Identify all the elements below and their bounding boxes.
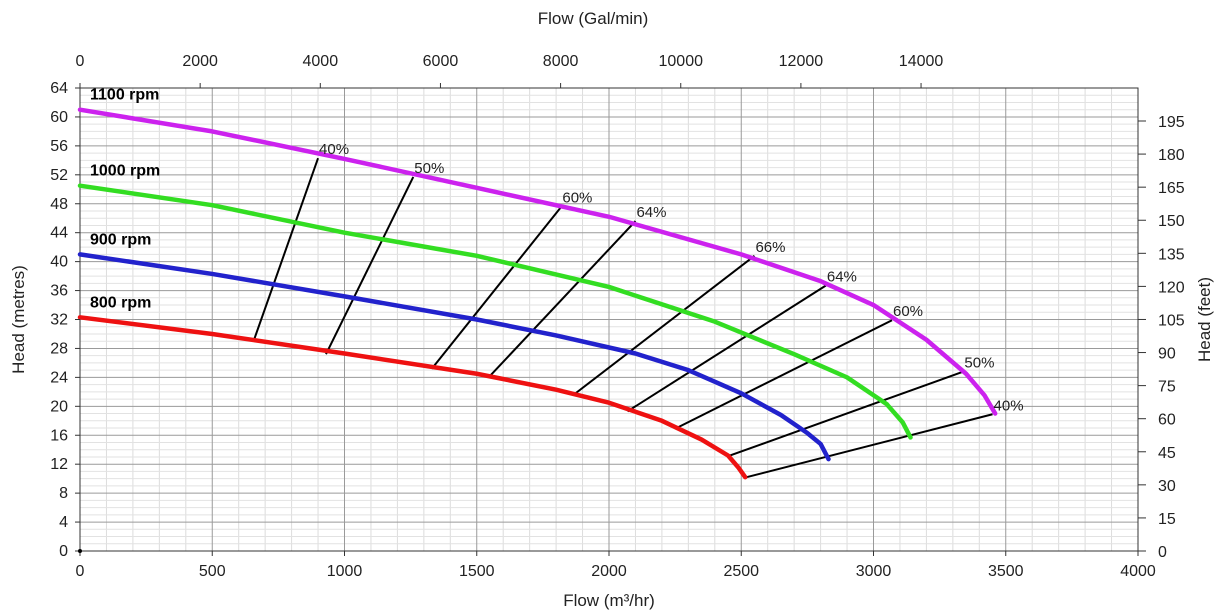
y2-tick-label: 15 (1158, 511, 1176, 528)
series-line-900-rpm (77, 252, 831, 462)
x2-tick-label: 6000 (423, 53, 459, 70)
y-tick-label: 0 (59, 543, 68, 560)
efficiency-line (727, 370, 964, 458)
y-tick-label: 28 (50, 340, 68, 357)
efficiency-lines (253, 157, 993, 479)
efficiency-label: 50% (964, 355, 994, 372)
y2-tick-label: 0 (1158, 544, 1167, 561)
y2-tick-label: 150 (1158, 213, 1185, 230)
x2-tick-label: 2000 (182, 53, 218, 70)
y2-tick-label: 30 (1158, 478, 1176, 495)
efficiency-line (626, 284, 827, 413)
x-axis-title: Flow (m³/hr) (563, 591, 655, 610)
y-tick-label: 20 (50, 398, 68, 415)
efficiency-line (253, 157, 319, 339)
x2-axis-title: Flow (Gal/min) (538, 9, 649, 28)
y2-tick-label: 195 (1158, 114, 1185, 131)
x-tick-label: 3500 (988, 563, 1024, 580)
x-tick-label: 1500 (459, 563, 495, 580)
efficiency-label: 60% (893, 303, 923, 320)
efficiency-line (574, 255, 756, 395)
y-tick-label: 60 (50, 109, 68, 126)
x2-tick-label: 4000 (303, 53, 339, 70)
series-lines (77, 107, 998, 480)
x-tick-label: 1000 (327, 563, 363, 580)
y2-tick-label: 60 (1158, 412, 1176, 429)
x-tick-label: 500 (199, 563, 226, 580)
y-tick-label: 16 (50, 427, 68, 444)
series-line-1000-rpm (77, 183, 913, 440)
x-tick-label: 0 (76, 563, 85, 580)
y-tick-label: 52 (50, 167, 68, 184)
efficiency-label: 60% (562, 190, 592, 207)
y2-tick-label: 75 (1158, 379, 1176, 396)
y-tick-label: 44 (50, 225, 68, 242)
y-tick-label: 40 (50, 254, 68, 271)
efficiency-label: 66% (755, 239, 785, 256)
efficiency-line (746, 413, 993, 479)
efficiency-line (674, 319, 893, 430)
efficiency-line (325, 176, 415, 355)
y-tick-label: 32 (50, 312, 68, 329)
y2-tick-label: 45 (1158, 445, 1176, 462)
series-label-800-rpm: 800 rpm (90, 294, 151, 311)
efficiency-line (431, 206, 563, 370)
annotation-labels: 40% 50% 60% 64% 66% 64% 60% 50% 40% 1100 rpm 1000 … (90, 87, 1024, 415)
series-label-900-rpm: 900 rpm (90, 231, 151, 248)
series-label-1100-rpm: 1100 rpm (90, 87, 159, 104)
efficiency-label: 64% (636, 204, 666, 221)
y2-tick-label: 120 (1158, 279, 1185, 296)
x2-tick-label: 8000 (543, 53, 579, 70)
x-tick-label: 2500 (723, 563, 759, 580)
origin-dot (78, 549, 82, 553)
y-tick-label: 36 (50, 283, 68, 300)
x2-tick-label: 10000 (659, 53, 704, 70)
efficiency-label: 64% (827, 268, 857, 285)
y2-axis-title: Head (feet) (1195, 277, 1214, 362)
y-tick-label: 12 (50, 456, 68, 473)
y2-tick-label: 180 (1158, 147, 1185, 164)
series-label-1000-rpm: 1000 rpm (90, 163, 160, 180)
y-tick-label: 4 (59, 514, 68, 531)
y2-tick-label: 105 (1158, 312, 1185, 329)
y-tick-label: 56 (50, 138, 68, 155)
tick-labels: 0 500 1000 1500 2000 2500 3000 3500 400004812162… (50, 53, 1185, 580)
efficiency-line (489, 220, 637, 377)
x2-tick-label: 0 (76, 53, 85, 70)
x-tick-label: 2000 (591, 563, 627, 580)
y-tick-label: 64 (50, 80, 68, 97)
y-tick-label: 24 (50, 369, 68, 386)
efficiency-label: 40% (994, 397, 1024, 414)
efficiency-label: 50% (414, 160, 444, 177)
y-axis-title: Head (metres) (9, 265, 28, 374)
x2-tick-label: 12000 (779, 53, 824, 70)
x2-tick-label: 14000 (899, 53, 944, 70)
y2-tick-label: 90 (1158, 346, 1176, 363)
y2-tick-label: 135 (1158, 246, 1185, 263)
y-tick-label: 48 (50, 196, 68, 213)
series-line-800-rpm (77, 315, 748, 480)
x-tick-label: 3000 (856, 563, 892, 580)
series-line-1100-rpm (77, 107, 998, 416)
y2-tick-label: 165 (1158, 180, 1185, 197)
y-tick-label: 8 (59, 485, 68, 502)
x-tick-label: 4000 (1120, 563, 1156, 580)
efficiency-label: 40% (319, 141, 349, 158)
